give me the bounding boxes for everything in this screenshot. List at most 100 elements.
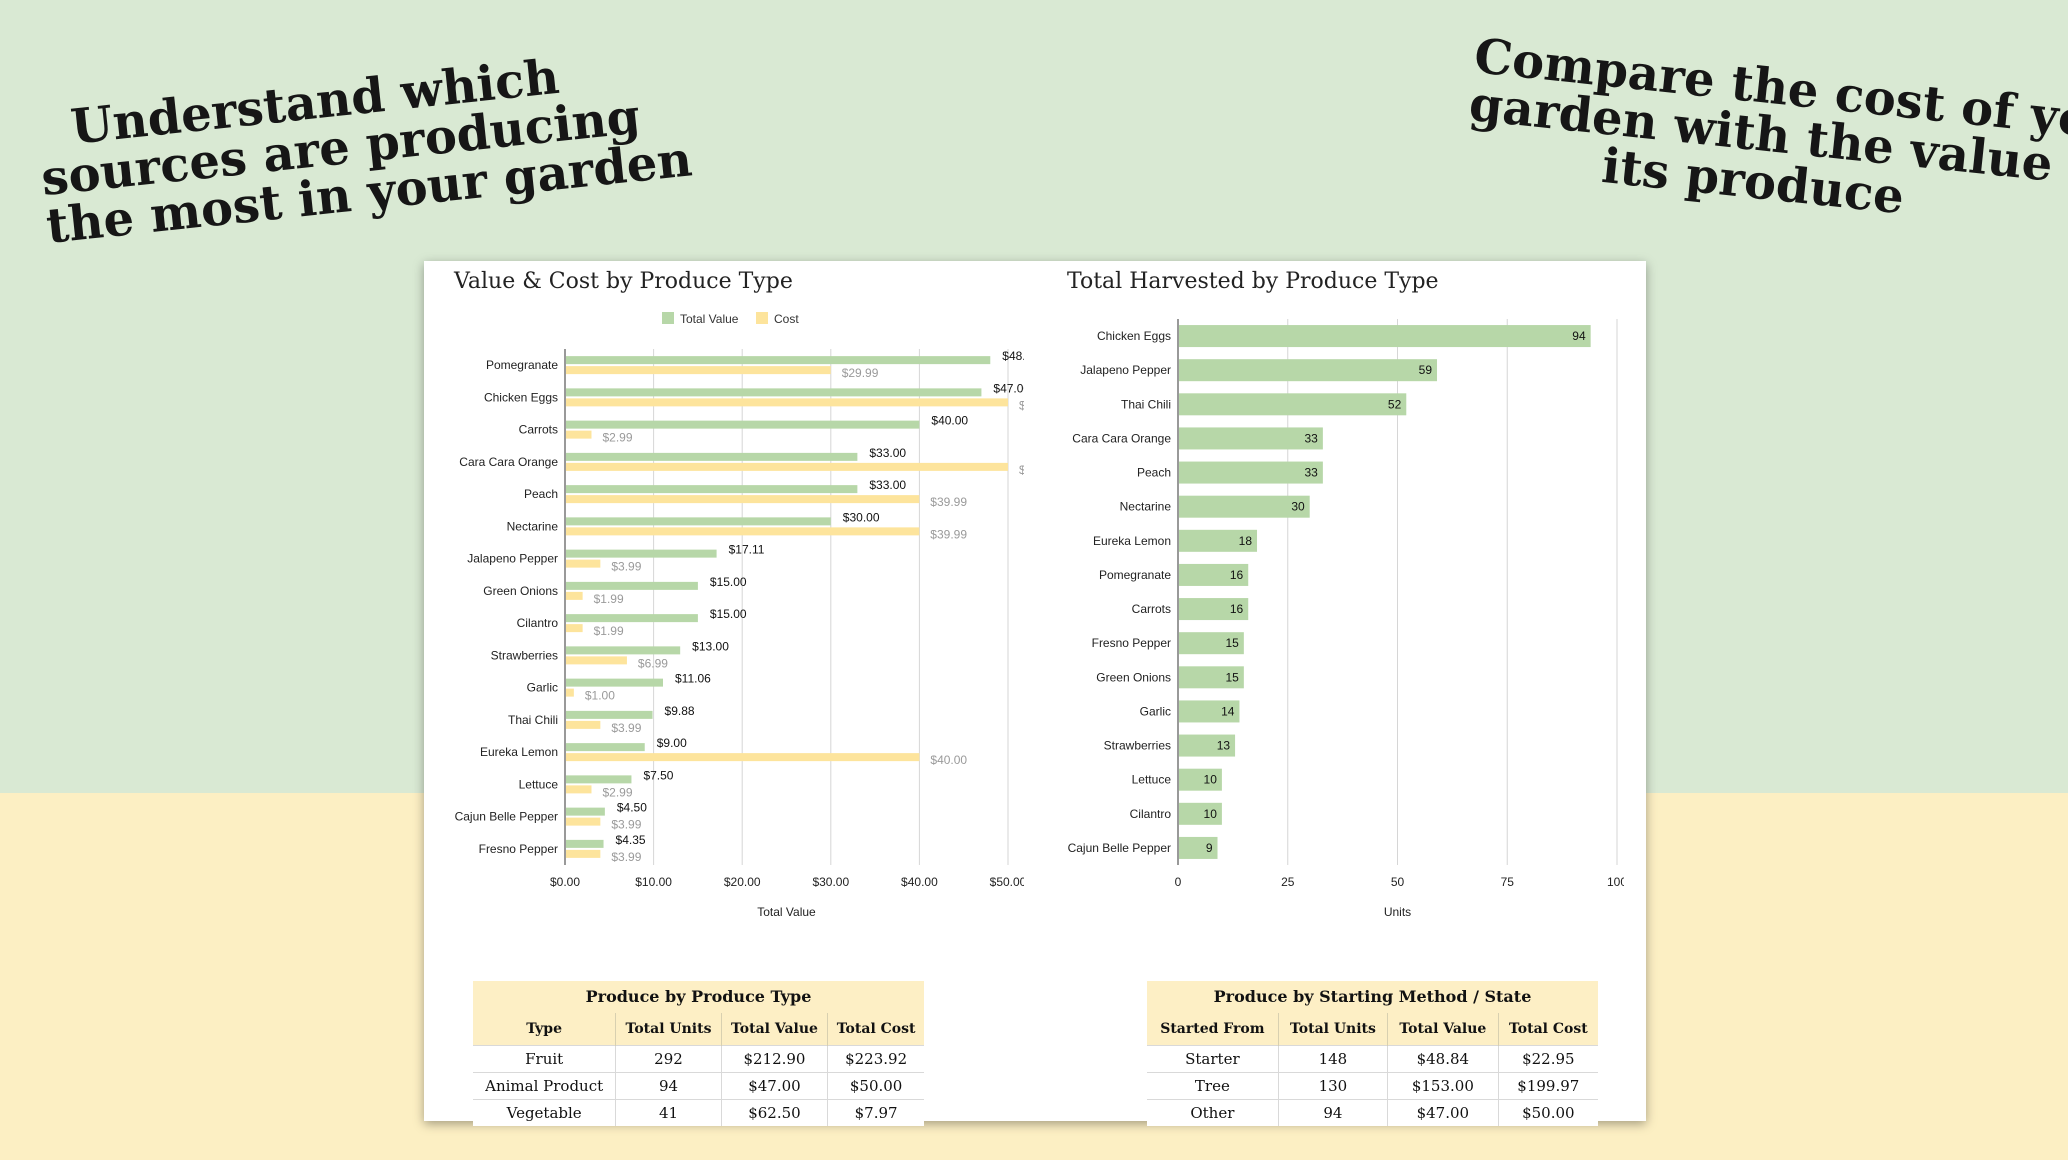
value-bar [566, 646, 681, 655]
column-header: Type [473, 1013, 616, 1046]
table-cell: Starter [1147, 1045, 1279, 1073]
table-cell: 94 [1277, 1099, 1388, 1126]
table-cell: $199.97 [1497, 1072, 1598, 1100]
value-data-label: $40.00 [931, 414, 968, 428]
category-label: Cajun Belle Pepper [455, 810, 558, 824]
column-header: Total Value [1387, 1013, 1499, 1046]
table-cell: $22.95 [1497, 1045, 1598, 1073]
legend-label-cost: Cost [774, 312, 799, 326]
harvest-data-label: 10 [1204, 773, 1218, 787]
category-label: Peach [1137, 466, 1171, 480]
harvest-bar [1179, 768, 1222, 791]
cost-bar [566, 559, 601, 568]
cost-data-label: $39.99 [930, 495, 967, 509]
column-header: Total Value [720, 1013, 828, 1046]
cost-data-label: $3.99 [611, 818, 641, 832]
harvest-data-label: 30 [1291, 500, 1305, 514]
x-tick-label: 25 [1281, 875, 1295, 889]
table-produce-by-type: Produce by Produce Type Type Total Units… [473, 981, 924, 1126]
category-label: Eureka Lemon [1093, 534, 1171, 548]
harvest-data-label: 15 [1225, 636, 1239, 650]
column-header: Total Units [615, 1013, 722, 1046]
cost-data-label: $1.99 [594, 592, 624, 606]
harvest-bar [1179, 359, 1438, 382]
category-label: Cajun Belle Pepper [1068, 841, 1171, 855]
category-label: Nectarine [1120, 500, 1172, 514]
table-row: Vegetable 41 $62.50 $7.97 [473, 1099, 924, 1126]
harvest-bar [1179, 598, 1249, 621]
legend-swatch-value [662, 312, 674, 324]
x-tick-label: $20.00 [724, 875, 761, 889]
table-produce-by-method: Produce by Starting Method / State Start… [1147, 981, 1598, 1126]
table-cell: 41 [615, 1099, 722, 1126]
table-cell: Animal Product [473, 1072, 616, 1100]
table-cell: $50.00 [1497, 1099, 1598, 1126]
value-data-label: $9.88 [665, 704, 695, 718]
category-label: Pomegranate [486, 358, 558, 372]
x-axis-title: Total Value [757, 905, 816, 919]
cost-bar [566, 688, 574, 697]
harvest-bar [1179, 461, 1323, 484]
harvest-data-label: 13 [1217, 739, 1231, 753]
harvest-bar [1179, 393, 1407, 416]
x-tick-label: 75 [1501, 875, 1515, 889]
chart-title-value-cost: Value & Cost by Produce Type [454, 269, 793, 294]
category-label: Green Onions [1096, 670, 1171, 684]
category-label: Cara Cara Orange [1072, 431, 1171, 445]
dashboard-card: Value & Cost by Produce Type Total Harve… [424, 261, 1646, 1126]
cost-data-label: $1.00 [585, 689, 615, 703]
value-bar [566, 775, 632, 784]
legend-label-value: Total Value [680, 312, 739, 326]
table-cell: Fruit [473, 1045, 616, 1073]
x-tick-label: 0 [1175, 875, 1182, 889]
category-label: Garlic [527, 681, 558, 695]
cost-bar [566, 527, 920, 536]
table-row: Other 94 $47.00 $50.00 [1147, 1099, 1598, 1126]
harvest-data-label: 59 [1419, 363, 1433, 377]
x-axis-title: Units [1384, 905, 1411, 919]
cost-bar [566, 398, 1008, 407]
category-label: Carrots [519, 423, 558, 437]
table-row: Animal Product 94 $47.00 $50.00 [473, 1072, 924, 1100]
category-label: Cilantro [1130, 807, 1172, 821]
cost-data-label: $2.99 [602, 785, 632, 799]
chart-title-harvested: Total Harvested by Produce Type [1067, 269, 1439, 294]
table-cell: $50.00 [827, 1072, 924, 1100]
cost-data-label: $3.99 [611, 721, 641, 735]
x-tick-label: 100 [1607, 875, 1624, 889]
harvest-data-label: 33 [1305, 431, 1319, 445]
x-tick-label: $30.00 [812, 875, 849, 889]
table-cell: $7.97 [827, 1099, 924, 1126]
table-cell: 94 [615, 1072, 722, 1100]
harvest-data-label: 18 [1239, 534, 1253, 548]
cost-data-label: $50 [1019, 463, 1024, 477]
cost-bar [566, 495, 920, 504]
harvest-data-label: 10 [1204, 807, 1218, 821]
value-bar [566, 517, 831, 526]
column-header: Total Units [1277, 1013, 1388, 1046]
cost-data-label: $2.99 [602, 431, 632, 445]
harvest-bar [1179, 836, 1218, 859]
cost-bar [566, 785, 592, 794]
value-bar [566, 485, 858, 494]
table-cell: 130 [1277, 1072, 1388, 1100]
harvest-data-label: 14 [1221, 704, 1235, 718]
value-data-label: $13.00 [692, 639, 729, 653]
cost-data-label: $50 [1019, 398, 1024, 412]
harvest-bar [1179, 734, 1236, 757]
table-title: Produce by Produce Type [473, 981, 924, 1013]
harvested-chart: 0 25 50 75 100 Units Chicken Eggs 94 Jalapeno Pe… [1068, 319, 1624, 919]
value-data-label: $4.50 [617, 801, 647, 815]
value-data-label: $30.00 [843, 510, 880, 524]
table-title: Produce by Starting Method / State [1147, 981, 1598, 1013]
table-cell: $223.92 [827, 1045, 924, 1073]
cost-data-label: $29.99 [842, 366, 879, 380]
category-label: Fresno Pepper [1092, 636, 1171, 650]
value-data-label: $33.00 [869, 478, 906, 492]
cost-bar [566, 849, 601, 858]
harvest-data-label: 52 [1388, 397, 1402, 411]
cost-bar [566, 430, 592, 439]
harvest-data-label: 15 [1225, 670, 1239, 684]
x-tick-label: $0.00 [550, 875, 580, 889]
category-label: Lettuce [1132, 773, 1172, 787]
